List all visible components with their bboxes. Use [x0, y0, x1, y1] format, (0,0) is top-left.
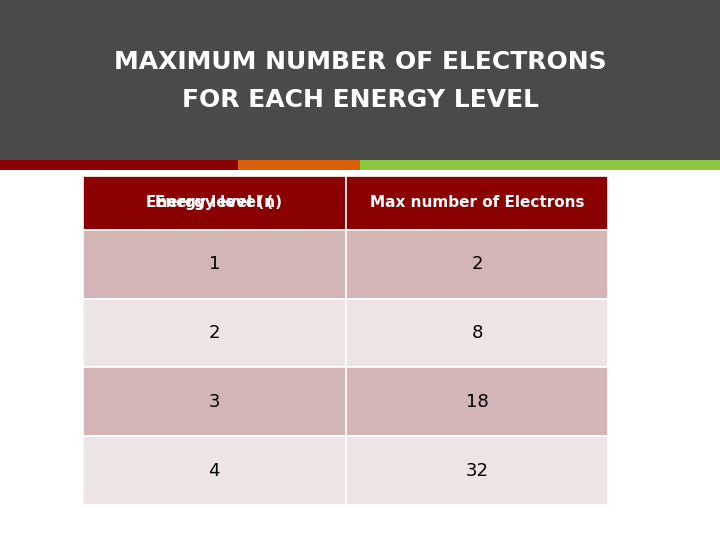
Bar: [83, 436, 346, 505]
Text: 18: 18: [466, 393, 488, 411]
Text: 3: 3: [209, 393, 220, 411]
Text: 8: 8: [472, 324, 482, 342]
Bar: [238, 160, 360, 170]
Bar: [83, 299, 346, 367]
Bar: [360, 160, 720, 170]
Text: 32: 32: [466, 462, 488, 480]
Bar: [0, 0, 720, 162]
Bar: [346, 436, 608, 505]
Bar: [0, 160, 238, 170]
Bar: [346, 299, 608, 367]
Bar: [346, 367, 608, 436]
Bar: [346, 176, 608, 230]
Text: FOR EACH ENERGY LEVEL: FOR EACH ENERGY LEVEL: [181, 89, 539, 112]
Text: 1: 1: [209, 255, 220, 273]
Text: 2: 2: [472, 255, 482, 273]
Text: Max number of Electrons: Max number of Electrons: [370, 195, 584, 210]
Bar: [83, 230, 346, 299]
Text: 2: 2: [209, 324, 220, 342]
Text: Energy level (​​​​​​: Energy level (​​​​​​: [155, 195, 274, 210]
Text: 4: 4: [209, 462, 220, 480]
Text: Energy level (n): Energy level (n): [146, 195, 282, 210]
Bar: [83, 367, 346, 436]
Text: MAXIMUM NUMBER OF ELECTRONS: MAXIMUM NUMBER OF ELECTRONS: [114, 50, 606, 73]
Bar: [83, 176, 346, 230]
Bar: [346, 230, 608, 299]
